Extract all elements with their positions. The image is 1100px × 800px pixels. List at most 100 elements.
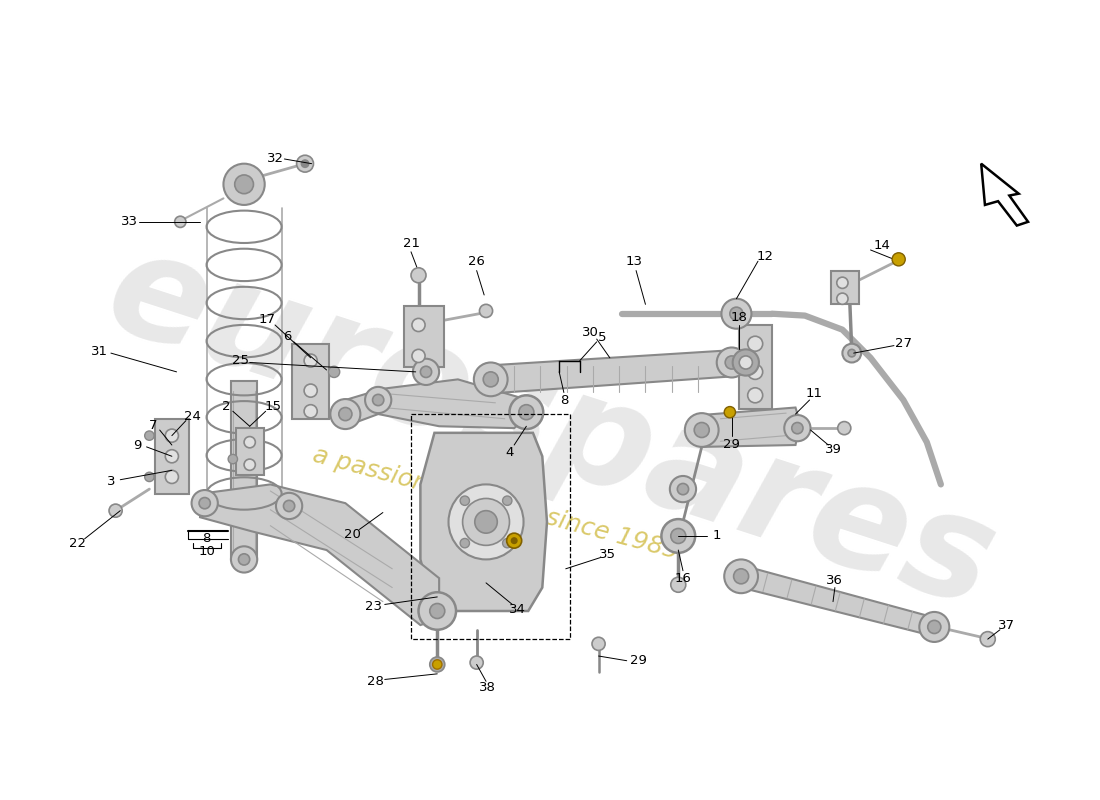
Text: 10: 10 bbox=[198, 546, 214, 558]
Circle shape bbox=[329, 366, 340, 378]
Circle shape bbox=[373, 394, 384, 406]
Circle shape bbox=[474, 362, 507, 396]
Circle shape bbox=[509, 395, 543, 429]
Text: 13: 13 bbox=[626, 254, 642, 268]
Circle shape bbox=[432, 660, 442, 669]
Circle shape bbox=[792, 422, 803, 434]
Circle shape bbox=[460, 538, 470, 548]
Text: 26: 26 bbox=[469, 254, 485, 268]
Circle shape bbox=[483, 372, 498, 387]
Text: 38: 38 bbox=[480, 682, 496, 694]
Circle shape bbox=[234, 175, 253, 194]
Bar bbox=[411, 414, 571, 639]
Circle shape bbox=[592, 638, 605, 650]
Circle shape bbox=[145, 472, 154, 482]
Circle shape bbox=[276, 493, 303, 519]
Circle shape bbox=[165, 470, 178, 483]
Circle shape bbox=[685, 413, 718, 447]
Bar bbox=[405, 306, 443, 367]
Circle shape bbox=[223, 164, 265, 205]
Circle shape bbox=[980, 632, 996, 646]
Circle shape bbox=[837, 293, 848, 304]
Text: 16: 16 bbox=[674, 572, 692, 585]
Bar bbox=[235, 428, 264, 475]
Text: 18: 18 bbox=[730, 311, 748, 324]
Polygon shape bbox=[981, 164, 1028, 226]
Text: 25: 25 bbox=[232, 354, 249, 367]
Text: 8: 8 bbox=[560, 394, 568, 406]
Polygon shape bbox=[420, 433, 547, 611]
Circle shape bbox=[175, 216, 186, 227]
Text: a passion for parts since 1985: a passion for parts since 1985 bbox=[310, 442, 681, 564]
Circle shape bbox=[724, 406, 736, 418]
Text: 31: 31 bbox=[91, 345, 108, 358]
Text: 3: 3 bbox=[107, 475, 116, 488]
Bar bbox=[155, 418, 189, 494]
Circle shape bbox=[678, 483, 689, 494]
Bar bbox=[292, 344, 329, 418]
Circle shape bbox=[475, 510, 497, 533]
Polygon shape bbox=[702, 407, 800, 447]
Circle shape bbox=[199, 498, 210, 509]
Text: 11: 11 bbox=[806, 387, 823, 400]
Circle shape bbox=[412, 358, 439, 385]
Circle shape bbox=[430, 657, 444, 672]
Circle shape bbox=[463, 498, 509, 546]
Circle shape bbox=[460, 496, 470, 506]
Circle shape bbox=[920, 612, 949, 642]
Circle shape bbox=[671, 529, 685, 543]
Circle shape bbox=[733, 350, 759, 376]
Text: 20: 20 bbox=[344, 528, 361, 541]
Circle shape bbox=[301, 160, 309, 167]
Circle shape bbox=[671, 578, 685, 592]
Circle shape bbox=[748, 388, 762, 403]
Circle shape bbox=[748, 336, 762, 351]
Circle shape bbox=[507, 533, 521, 548]
Bar bbox=[739, 325, 772, 410]
Text: 34: 34 bbox=[509, 602, 527, 616]
Text: 32: 32 bbox=[266, 151, 284, 165]
Circle shape bbox=[837, 277, 848, 289]
Text: eurospares: eurospares bbox=[91, 218, 1012, 638]
Circle shape bbox=[284, 500, 295, 511]
Text: 37: 37 bbox=[998, 618, 1015, 631]
Text: 6: 6 bbox=[283, 330, 292, 342]
Circle shape bbox=[519, 405, 534, 420]
Circle shape bbox=[191, 490, 218, 516]
Circle shape bbox=[420, 366, 431, 378]
Circle shape bbox=[892, 253, 905, 266]
Circle shape bbox=[145, 431, 154, 440]
Circle shape bbox=[304, 354, 317, 367]
Circle shape bbox=[165, 450, 178, 463]
Bar bbox=[231, 382, 257, 559]
Text: 28: 28 bbox=[367, 675, 384, 688]
Circle shape bbox=[330, 399, 361, 429]
Circle shape bbox=[694, 422, 710, 438]
Circle shape bbox=[411, 268, 426, 282]
Text: 27: 27 bbox=[895, 338, 912, 350]
Text: 39: 39 bbox=[825, 443, 842, 456]
Text: 2: 2 bbox=[222, 400, 231, 413]
Circle shape bbox=[480, 304, 493, 318]
Polygon shape bbox=[200, 485, 439, 625]
Circle shape bbox=[724, 559, 758, 593]
Circle shape bbox=[748, 364, 762, 379]
Circle shape bbox=[411, 318, 425, 331]
Circle shape bbox=[411, 350, 425, 362]
Text: 14: 14 bbox=[873, 238, 890, 252]
Text: 17: 17 bbox=[258, 313, 276, 326]
Circle shape bbox=[784, 415, 811, 442]
Polygon shape bbox=[491, 350, 735, 394]
Text: 9: 9 bbox=[133, 438, 142, 451]
Text: 12: 12 bbox=[757, 250, 774, 263]
Circle shape bbox=[297, 155, 313, 172]
Circle shape bbox=[838, 422, 850, 434]
Circle shape bbox=[717, 347, 747, 378]
Text: 8: 8 bbox=[202, 532, 211, 546]
Circle shape bbox=[734, 569, 749, 584]
Text: 4: 4 bbox=[505, 446, 514, 459]
Circle shape bbox=[739, 356, 752, 369]
Circle shape bbox=[503, 538, 512, 548]
Circle shape bbox=[848, 350, 856, 357]
Text: 5: 5 bbox=[598, 330, 606, 344]
